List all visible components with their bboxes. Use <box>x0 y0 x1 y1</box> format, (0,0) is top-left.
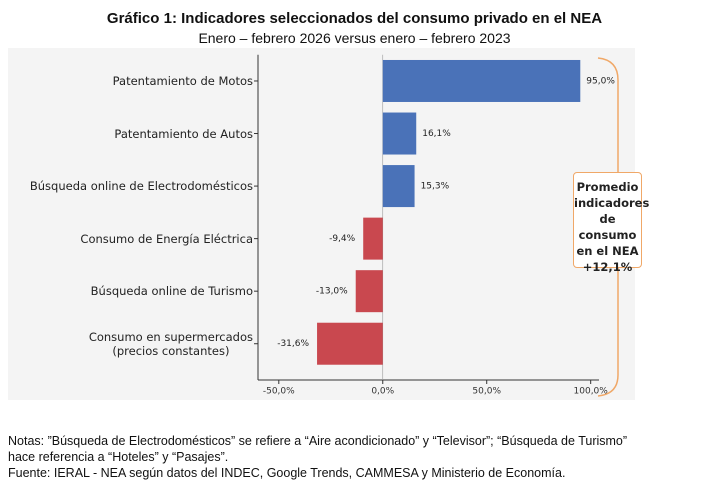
note: Fuente: IERAL - NEA según datos del INDE… <box>8 466 566 480</box>
value-label: 95,0% <box>586 76 615 86</box>
bar <box>382 59 581 102</box>
x-tick-label: 50,0% <box>472 387 501 397</box>
value-label: -13,0% <box>316 287 348 297</box>
x-tick-label: -50,0% <box>263 387 295 397</box>
y-tick-label: Búsqueda online de Turismo <box>90 284 253 299</box>
y-tick-label: Consumo en supermercados (precios consta… <box>88 329 253 358</box>
y-tick-label: Consumo de Energía Eléctrica <box>80 231 253 246</box>
chart-title: Gráfico 1: Indicadores seleccionados del… <box>106 10 603 27</box>
value-label: -9,4% <box>329 234 356 244</box>
bar <box>355 270 383 313</box>
note: Notas: ”Búsqueda de Electrodomésticos” s… <box>8 434 628 464</box>
bar <box>317 322 383 365</box>
bar <box>382 112 417 155</box>
annotation: Promedio indicadores de consumo en el NE… <box>573 172 649 274</box>
chart-subtitle: Enero – febrero 2026 versus enero – febr… <box>198 30 511 46</box>
value-label: 16,1% <box>422 129 451 139</box>
y-tick-label: Patentamiento de Autos <box>114 126 253 141</box>
x-tick-label: 100,0% <box>574 387 609 397</box>
bar <box>363 217 383 260</box>
y-tick-label: Patentamiento de Motos <box>112 73 253 88</box>
x-tick-label: 0,0% <box>371 387 394 397</box>
value-label: 15,3% <box>421 182 450 192</box>
notes: Notas: ”Búsqueda de Electrodomésticos” s… <box>8 433 708 481</box>
y-tick-label: Búsqueda online de Electrodomésticos <box>29 179 253 194</box>
bar <box>382 165 415 208</box>
value-label: -31,6% <box>277 339 309 349</box>
